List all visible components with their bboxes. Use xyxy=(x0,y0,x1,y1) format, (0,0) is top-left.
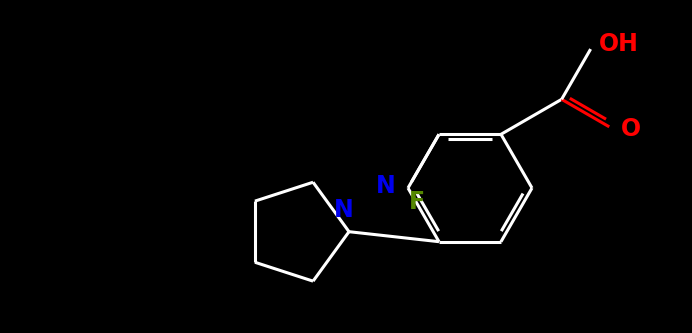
Text: O: O xyxy=(621,117,641,141)
Text: N: N xyxy=(376,174,396,198)
Text: OH: OH xyxy=(599,32,639,56)
Text: N: N xyxy=(334,198,354,222)
Text: F: F xyxy=(408,190,425,214)
